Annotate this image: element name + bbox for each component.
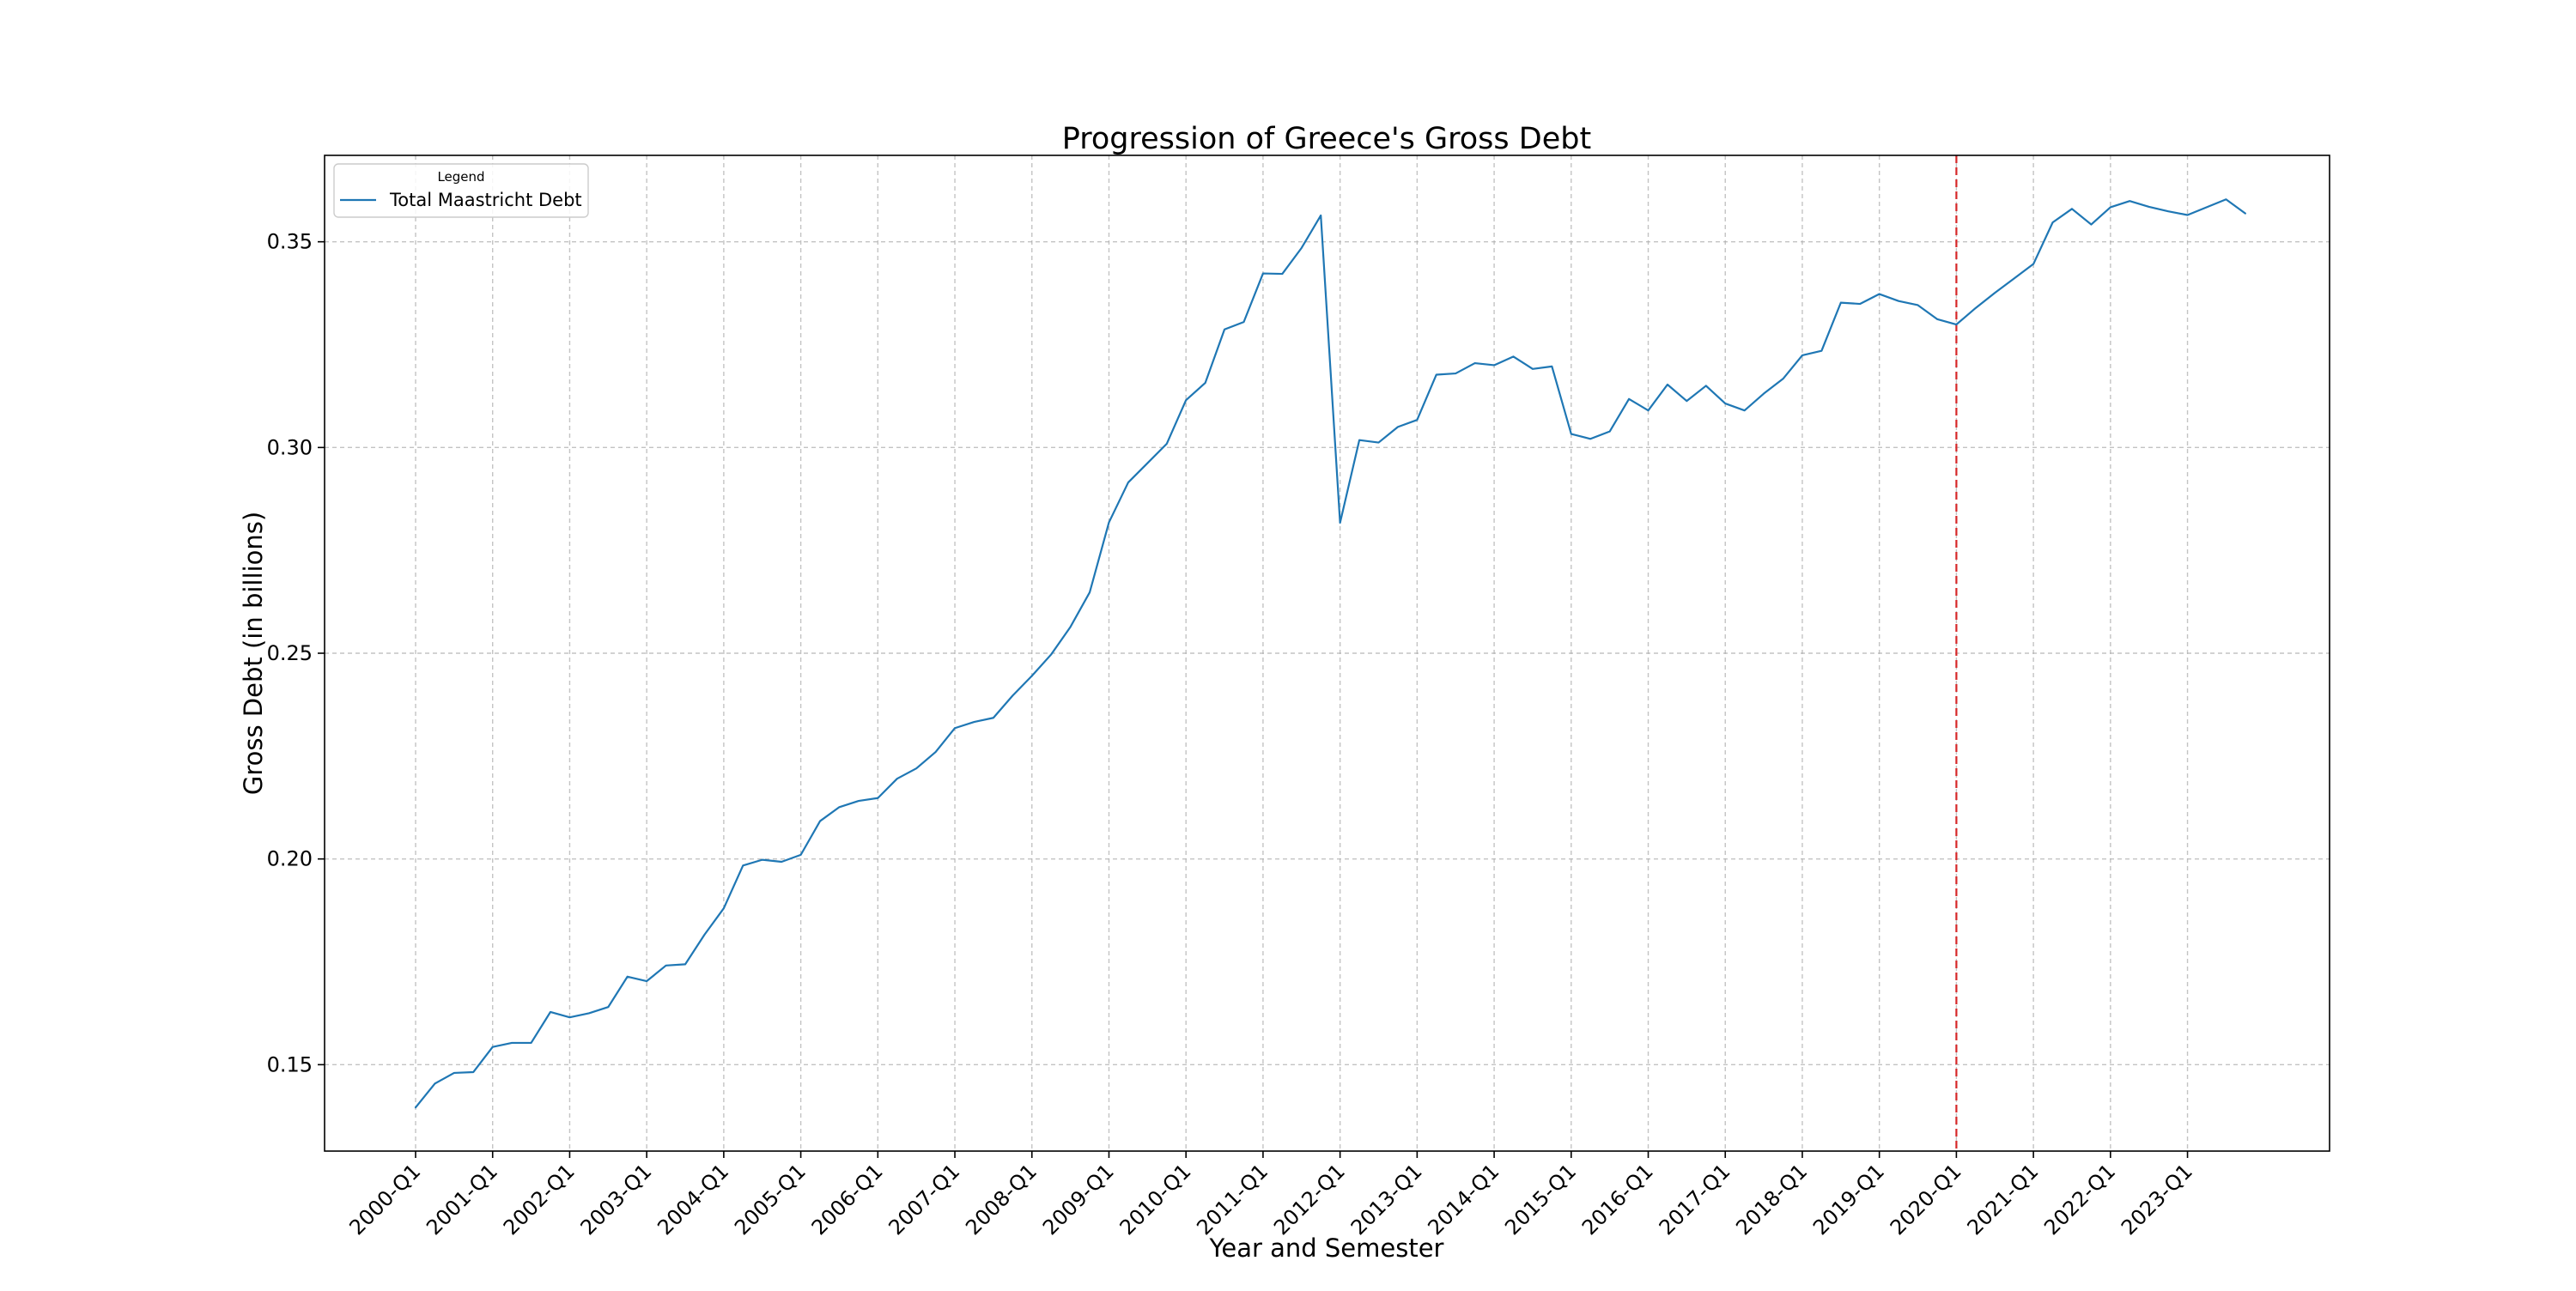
x-axis-label: Year and Semester: [1209, 1233, 1444, 1263]
legend-title: Legend: [437, 169, 484, 185]
y-tick-label: 0.20: [267, 847, 313, 871]
series-layer: [414, 198, 2246, 1109]
grid: [325, 155, 2330, 1151]
y-tick-label: 0.25: [267, 641, 313, 665]
series-line: [414, 198, 2246, 1109]
y-tick-label: 0.35: [267, 230, 313, 254]
y-axis-label: Gross Debt (in billions): [239, 512, 268, 795]
legend-box: [333, 163, 589, 218]
y-tick-label: 0.30: [267, 435, 313, 459]
legend-label: Total Maastricht Debt: [389, 190, 582, 210]
legend: Legend Total Maastricht Debt: [333, 163, 589, 218]
y-axis: 0.15 0.20 0.25 0.30 0.35: [267, 230, 325, 1076]
chart-title: Progression of Greece's Gross Debt: [1062, 122, 1591, 156]
y-tick-label: 0.15: [267, 1052, 313, 1076]
